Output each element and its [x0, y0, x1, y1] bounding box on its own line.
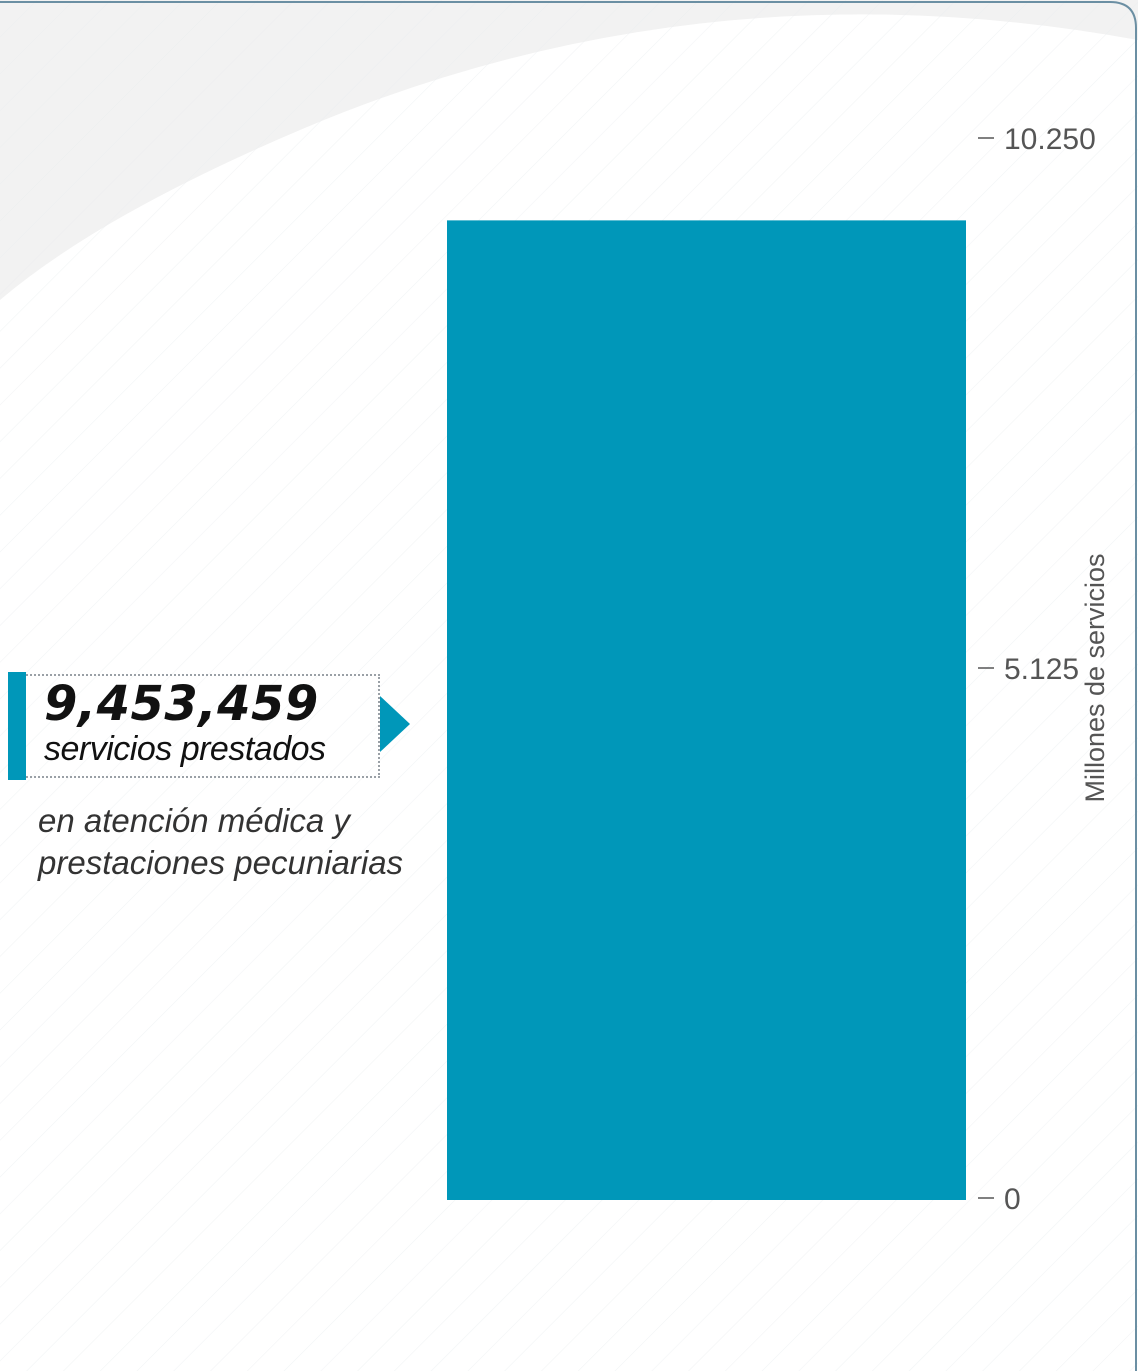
- y-axis-label: Millones de servicios: [1080, 553, 1110, 802]
- description-line-2: prestaciones pecuniarias: [38, 844, 404, 881]
- callout-box: 9,453,459 servicios prestados: [8, 672, 410, 782]
- callout-arrow-icon: [380, 696, 410, 752]
- description-line-1: en atención médica y: [38, 802, 350, 839]
- callout-border: [26, 674, 380, 778]
- y-tick-label-2: 10.250: [1004, 123, 1096, 156]
- total-services-value: 9,453,459: [44, 676, 319, 732]
- callout-accent-bar: [8, 672, 26, 780]
- total-services-label: servicios prestados: [44, 730, 326, 768]
- y-tick-label-0: 0: [1004, 1183, 1021, 1216]
- bar-0: [447, 220, 966, 1200]
- callout-description: en atención médica y prestaciones pecuni…: [38, 800, 403, 884]
- y-tick-label-1: 5.125: [1004, 653, 1079, 686]
